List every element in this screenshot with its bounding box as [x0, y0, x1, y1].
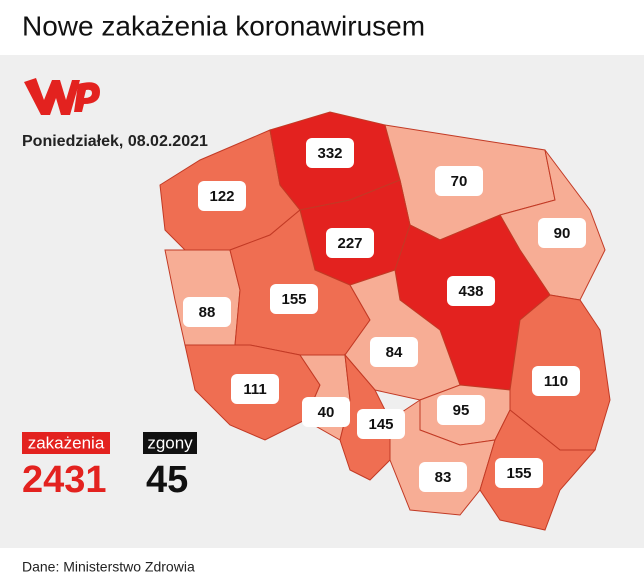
region-value: 88	[199, 304, 216, 321]
region-value: 70	[451, 173, 468, 190]
region-value: 95	[453, 402, 470, 419]
region-value: 155	[281, 291, 306, 308]
cases-total: 2431	[22, 459, 107, 501]
region-label-box	[495, 458, 543, 488]
region-label-box	[326, 228, 374, 258]
logo	[24, 78, 100, 115]
region-value: 84	[386, 344, 403, 361]
title: Nowe zakażenia koronawirusem	[22, 10, 425, 41]
source: Dane: Ministerstwo Zdrowia	[22, 559, 195, 575]
region-label-box	[306, 138, 354, 168]
region-label-box	[357, 409, 405, 439]
region-label-box	[435, 166, 483, 196]
date: Poniedziałek, 08.02.2021	[22, 133, 208, 150]
region-value: 111	[243, 381, 266, 398]
region-value: 145	[368, 416, 393, 433]
region-label-box	[302, 397, 350, 427]
deaths-total: 45	[146, 459, 188, 501]
cases-label: zakażenia	[28, 433, 105, 452]
region-value: 155	[506, 465, 531, 482]
region-value: 90	[554, 225, 571, 242]
region-value: 227	[337, 235, 362, 252]
region-label-box	[538, 218, 586, 248]
region-value: 83	[435, 469, 452, 486]
region-value: 122	[209, 188, 234, 205]
region-label-box	[231, 374, 279, 404]
region-label-box	[370, 337, 418, 367]
region-value: 332	[317, 145, 342, 162]
deaths-badge	[143, 432, 197, 454]
deaths-label: zgony	[147, 433, 193, 452]
region-label-box	[532, 366, 580, 396]
region-label-box	[437, 395, 485, 425]
region-label-box	[198, 181, 246, 211]
map: 122 332 70 90 227 88 155 438 84 110 111 40 145 95 83 15…	[159, 111, 611, 531]
region-value: 110	[544, 373, 568, 390]
region-value: 438	[458, 283, 483, 300]
region-label-box	[183, 297, 231, 327]
region-value: 40	[318, 404, 335, 421]
region-label-box	[447, 276, 495, 306]
region-label-box	[419, 462, 467, 492]
cases-badge	[22, 432, 110, 454]
region-label-box	[270, 284, 318, 314]
